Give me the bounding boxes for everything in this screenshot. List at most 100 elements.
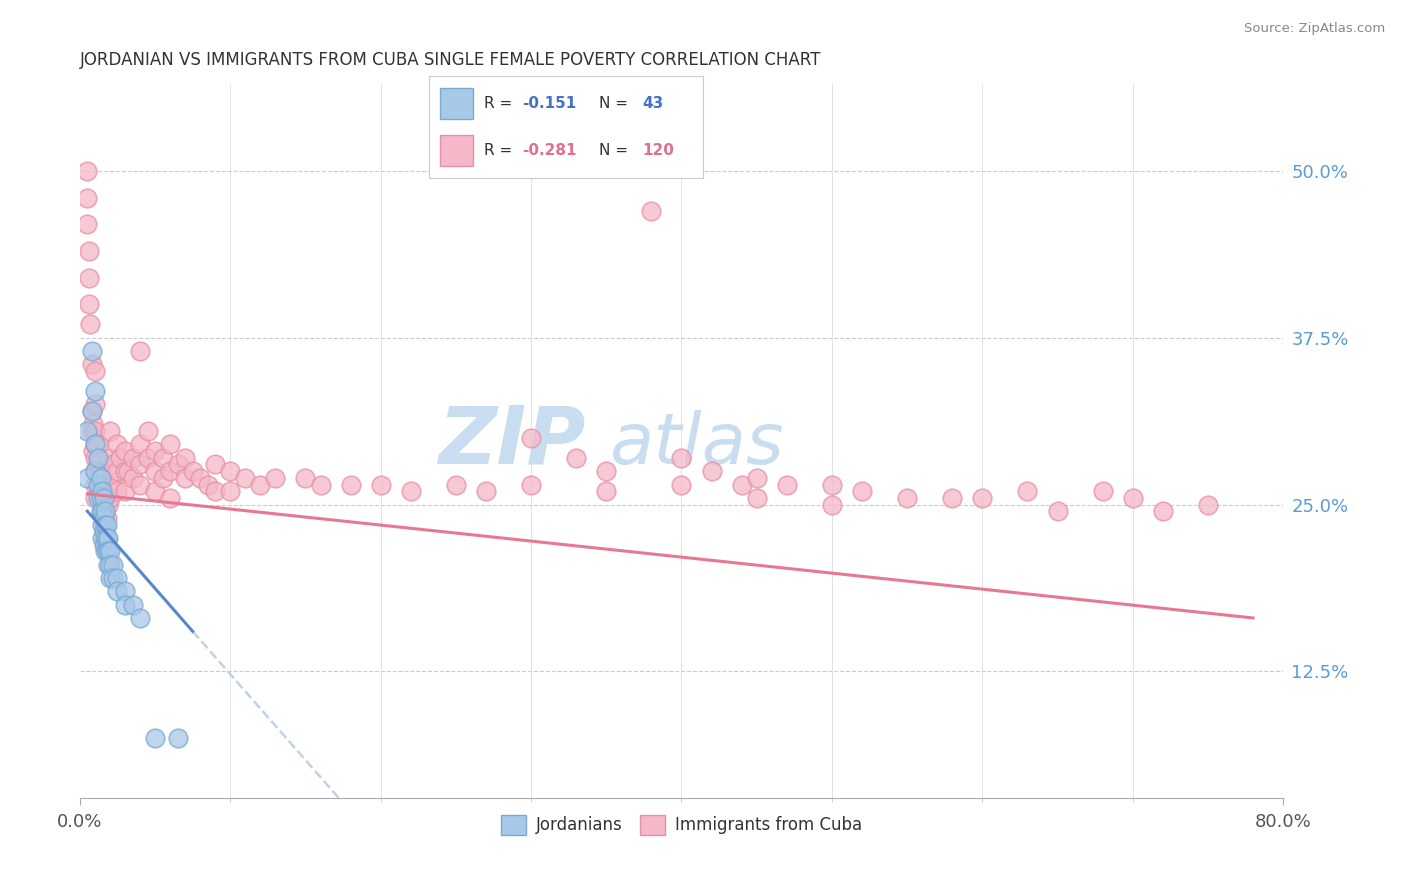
Point <box>121 598 143 612</box>
Text: N =: N = <box>599 96 633 111</box>
Point <box>84 364 107 378</box>
Bar <box>440 136 472 166</box>
Point <box>1122 491 1144 505</box>
Point <box>96 531 118 545</box>
Point <box>76 217 98 231</box>
Point <box>98 477 121 491</box>
Point <box>101 458 124 472</box>
Point <box>77 244 100 258</box>
Point <box>94 517 117 532</box>
Point <box>91 471 114 485</box>
Point <box>84 424 107 438</box>
Point <box>129 344 152 359</box>
Point <box>174 450 197 465</box>
Point <box>776 477 799 491</box>
Point <box>82 444 104 458</box>
Point <box>114 484 136 499</box>
Point <box>114 598 136 612</box>
Point <box>96 517 118 532</box>
Point <box>896 491 918 505</box>
Point <box>97 498 120 512</box>
Point <box>90 471 112 485</box>
Point <box>143 464 166 478</box>
Point <box>101 571 124 585</box>
Point <box>76 424 98 438</box>
Point <box>204 484 226 499</box>
Point <box>166 458 188 472</box>
Point <box>93 491 115 505</box>
Point <box>89 450 111 465</box>
Point <box>444 477 467 491</box>
Point <box>700 464 723 478</box>
Text: JORDANIAN VS IMMIGRANTS FROM CUBA SINGLE FEMALE POVERTY CORRELATION CHART: JORDANIAN VS IMMIGRANTS FROM CUBA SINGLE… <box>80 51 821 69</box>
Point <box>851 484 873 499</box>
Point <box>96 491 118 505</box>
Point <box>159 491 181 505</box>
Legend: Jordanians, Immigrants from Cuba: Jordanians, Immigrants from Cuba <box>494 806 870 843</box>
Point <box>97 531 120 545</box>
Point <box>84 450 107 465</box>
Point <box>1017 484 1039 499</box>
Point <box>143 444 166 458</box>
Point <box>93 477 115 491</box>
Point <box>197 477 219 491</box>
Point <box>107 464 129 478</box>
Point <box>1046 504 1069 518</box>
Point <box>595 484 617 499</box>
Point <box>91 531 114 545</box>
Text: -0.281: -0.281 <box>522 144 576 158</box>
Point <box>94 484 117 499</box>
Point <box>821 477 844 491</box>
Point <box>91 504 114 518</box>
Point <box>730 477 752 491</box>
Point <box>94 504 117 518</box>
Point <box>96 544 118 558</box>
Point <box>114 584 136 599</box>
Point <box>129 458 152 472</box>
Point <box>77 297 100 311</box>
Point <box>84 397 107 411</box>
Point <box>87 477 110 491</box>
Text: atlas: atlas <box>609 410 785 479</box>
Point <box>1197 498 1219 512</box>
Point <box>159 437 181 451</box>
Point <box>972 491 994 505</box>
Point <box>101 558 124 572</box>
Point <box>98 491 121 505</box>
Point <box>90 491 112 505</box>
Point <box>745 471 768 485</box>
Point <box>174 471 197 485</box>
Point <box>121 450 143 465</box>
Point <box>107 437 129 451</box>
Point <box>90 504 112 518</box>
Point <box>91 484 114 499</box>
Point <box>1091 484 1114 499</box>
Point <box>84 464 107 478</box>
Point <box>136 424 159 438</box>
Point <box>98 558 121 572</box>
Point <box>80 358 103 372</box>
Point <box>94 531 117 545</box>
Point <box>87 491 110 505</box>
Point <box>87 458 110 472</box>
Point <box>93 511 115 525</box>
Point <box>87 437 110 451</box>
Point <box>90 464 112 478</box>
Point <box>166 731 188 745</box>
Point <box>821 498 844 512</box>
Point <box>87 450 110 465</box>
Point <box>294 471 316 485</box>
Point <box>110 450 132 465</box>
Point <box>219 464 242 478</box>
Point <box>745 491 768 505</box>
Point <box>97 544 120 558</box>
Point <box>84 477 107 491</box>
Point <box>84 384 107 398</box>
Point <box>107 484 129 499</box>
Point <box>76 471 98 485</box>
Point <box>565 450 588 465</box>
Point <box>204 458 226 472</box>
Point <box>91 504 114 518</box>
Point <box>671 477 693 491</box>
Point <box>94 504 117 518</box>
